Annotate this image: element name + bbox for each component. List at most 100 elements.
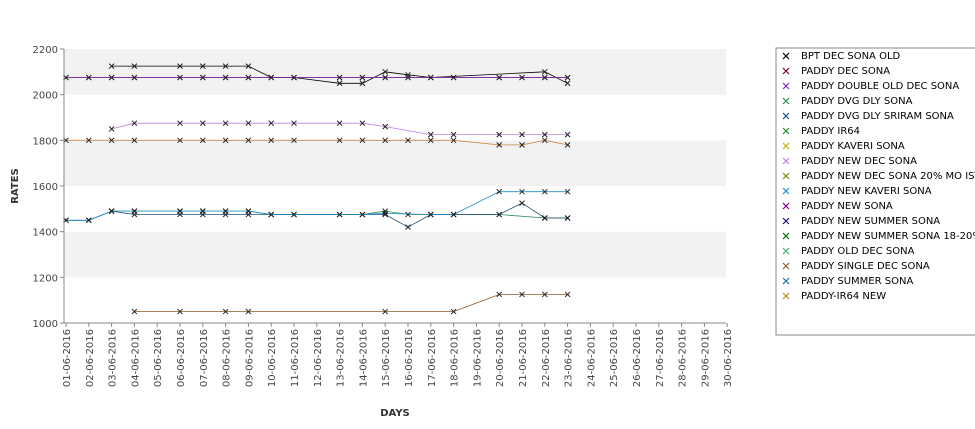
data-point [177,74,183,81]
data-point-stroke [199,137,206,144]
data-point [564,142,571,148]
data-point-stroke [519,291,525,298]
legend-entry-label: PADDY NEW DEC SONA 20% MO ISTUR [801,171,975,182]
data-point-stroke [336,120,343,127]
legend-marker [782,157,790,165]
data-point [450,211,457,218]
data-point [336,211,343,218]
data-point-stroke [496,131,503,138]
data-point-stroke [519,188,525,195]
data-point-stroke [291,74,297,81]
data-point-stroke [541,215,548,221]
legend-entry-label: PADDY NEW SUMMER SONA [801,216,940,227]
legend-entry-label: PADDY OLD DEC SONA [801,246,915,257]
legend-marker [782,82,790,90]
data-point-stroke [177,74,183,81]
data-point [382,74,389,81]
x-axis-title: DAYS [380,408,410,419]
data-point [108,63,115,69]
data-point-stroke [450,137,457,144]
data-point [177,208,183,214]
y-tick-label: 2000 [33,91,58,102]
plot-band [64,94,726,141]
data-point-stroke [382,308,389,315]
data-point-stroke [359,120,366,127]
data-point [268,120,275,127]
data-point-stroke [199,63,206,69]
x-tick-label: 18-06-2016 [450,329,461,387]
data-point [336,120,343,127]
legend-entry-label: PADDY-IR64 NEW [801,291,886,302]
data-point-stroke [108,63,115,69]
data-point [564,188,571,195]
legend-entry-label: PADDY DVG DLY SRIRAM SONA [801,111,954,122]
axes [63,49,726,324]
data-point-stroke [131,208,138,214]
data-point-stroke [450,131,457,138]
data-point-stroke [291,137,297,144]
data-point [519,131,525,138]
data-point-stroke [222,137,229,144]
data-point-stroke [450,74,457,81]
data-point [108,126,115,132]
data-point-stroke [291,211,297,218]
data-point-stroke [496,188,503,195]
legend-marker [782,52,790,60]
x-tick-label: 09-06-2016 [244,329,255,387]
data-point [336,137,343,144]
plot-band [64,186,726,232]
data-point [268,211,275,218]
data-point-stroke [496,211,503,218]
x-tick-label: 29-06-2016 [700,329,711,387]
data-point [245,63,252,69]
data-point-stroke [541,137,548,144]
legend-marker [782,187,790,195]
data-point [222,137,229,144]
data-point [177,137,183,144]
data-point [177,120,183,127]
legend-marker [782,172,790,180]
data-point [564,291,571,298]
data-point [336,74,343,81]
x-tick-label: 04-06-2016 [130,329,141,387]
data-point [222,120,229,127]
data-point-stroke [427,137,434,144]
data-point [405,224,411,230]
data-point [359,137,366,144]
legend-entry-label: PADDY SINGLE DEC SONA [801,261,930,272]
data-point-stroke [177,208,183,214]
data-point-stroke [496,291,503,298]
x-tick-label: 05-06-2016 [153,329,164,387]
data-point-stroke [268,137,275,144]
x-tick-label: 19-06-2016 [472,329,483,387]
data-point [131,137,138,144]
data-point [496,142,503,148]
data-point-stroke [336,74,343,81]
data-point-stroke [564,188,571,195]
data-point-stroke [131,74,138,81]
data-point [519,188,525,195]
data-point-stroke [405,224,411,230]
data-point [291,211,297,218]
data-point [427,211,434,218]
legend-marker [782,97,790,105]
data-point-stroke [427,131,434,138]
data-point [85,217,92,224]
data-point [405,74,411,81]
legend-marker [782,247,790,255]
data-point-stroke [199,208,206,214]
data-point-stroke [177,308,183,315]
data-point [382,123,389,130]
y-tick-label: 1800 [33,136,58,147]
x-tick-label: 11-06-2016 [290,329,301,387]
data-point [268,74,275,81]
data-point-stroke [336,137,343,144]
x-tick-label: 23-06-2016 [564,329,575,387]
data-point-stroke [450,211,457,218]
data-point [382,137,389,144]
x-tick-label: 03-06-2016 [108,329,119,387]
legend-entry-label: PADDY IR64 [801,126,860,137]
data-point-stroke [359,211,366,218]
data-point-stroke [268,74,275,81]
data-point-stroke [541,68,548,75]
